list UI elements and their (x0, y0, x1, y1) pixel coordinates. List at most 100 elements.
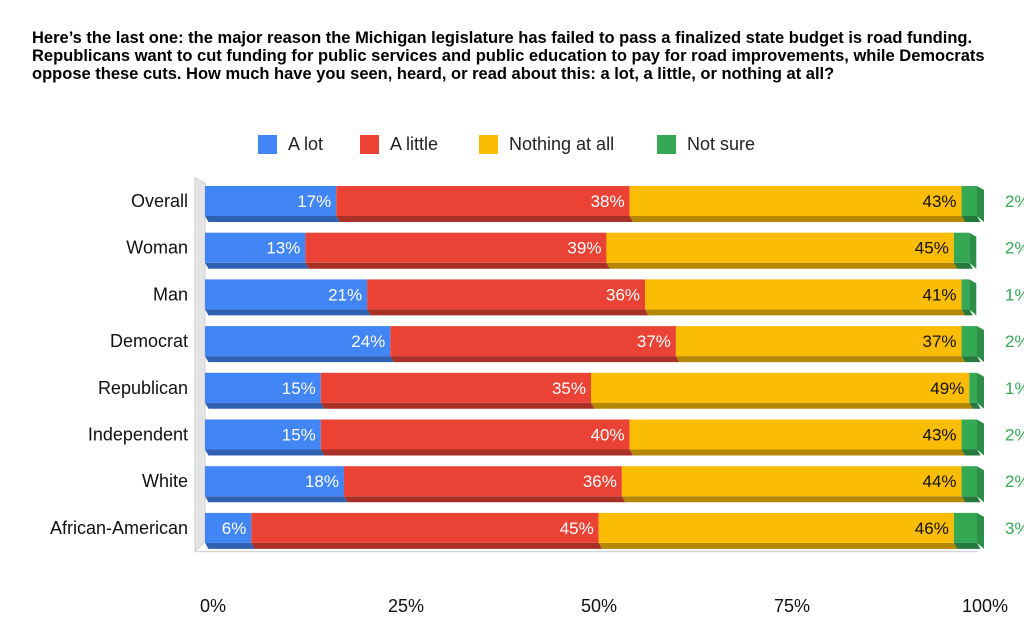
data-label-independent-a-lot: 15% (282, 426, 316, 445)
bar-depth-republican-a-lot (205, 402, 325, 409)
category-label-overall: Overall (131, 191, 188, 211)
bar-depth-man-not-sure (961, 309, 973, 316)
bar-depth-republican-a-little (320, 402, 595, 409)
data-label-man-a-little: 36% (606, 285, 640, 304)
bar-depth-independent-not-sure (961, 449, 981, 456)
bar-depth-democrat-nothing-at-all (675, 356, 966, 363)
data-label-woman-not-sure: 2% (1005, 239, 1024, 258)
bar-woman-a-lot (205, 232, 306, 263)
legend-swatch-not-sure (657, 135, 676, 154)
category-label-democrat: Democrat (110, 331, 188, 351)
bar-republican-nothing-at-all (591, 372, 970, 403)
data-label-man-a-lot: 21% (328, 285, 362, 304)
bar-end-overall (977, 186, 984, 222)
category-label-woman: Woman (126, 238, 188, 258)
data-label-republican-a-little: 35% (552, 379, 586, 398)
bar-independent-a-lot (205, 419, 321, 450)
x-tick-label: 0% (200, 596, 226, 616)
bar-white-nothing-at-all (621, 466, 962, 497)
bar-depth-overall-nothing-at-all (629, 216, 966, 222)
legend-label-a-lot: A lot (288, 134, 323, 154)
bar-man-a-lot (205, 279, 368, 310)
bar-overall-nothing-at-all (629, 186, 962, 216)
data-label-democrat-not-sure: 2% (1005, 332, 1024, 351)
bar-end-republican (977, 372, 984, 409)
bar-white-not-sure (961, 466, 977, 497)
data-label-democrat-nothing-at-all: 37% (923, 332, 957, 351)
bar-depth-white-a-lot (205, 496, 348, 503)
bar-independent-a-little (320, 419, 630, 450)
data-label-overall-not-sure: 2% (1005, 192, 1024, 211)
bar-depth-independent-a-lot (205, 449, 325, 456)
bar-depth-democrat-not-sure (961, 356, 981, 363)
data-label-woman-nothing-at-all: 45% (915, 239, 949, 258)
bar-depth-overall-a-little (336, 216, 634, 222)
bar-african-american-not-sure (953, 512, 977, 543)
bar-depth-independent-a-little (320, 449, 634, 456)
bar-depth-woman-nothing-at-all (606, 262, 958, 269)
bar-end-woman (969, 232, 977, 269)
bar-republican-a-lot (205, 372, 321, 403)
data-label-african-american-a-lot: 6% (222, 519, 247, 538)
x-tick-label: 50% (581, 596, 617, 616)
bar-african-american-a-lot (205, 512, 252, 543)
data-label-democrat-a-little: 37% (637, 332, 671, 351)
category-label-african-american: African-American (50, 518, 188, 538)
bar-end-white (977, 466, 984, 503)
bar-white-a-lot (205, 466, 344, 497)
bar-depth-african-american-nothing-at-all (598, 542, 958, 549)
legend-label-a-little: A little (390, 134, 438, 154)
category-label-white: White (142, 471, 188, 491)
data-label-white-a-lot: 18% (305, 472, 339, 491)
bar-democrat-a-lot (205, 326, 391, 357)
data-label-democrat-a-lot: 24% (351, 332, 385, 351)
bar-depth-republican-nothing-at-all (591, 402, 973, 409)
data-label-man-not-sure: 1% (1005, 285, 1024, 304)
bar-depth-african-american-a-little (251, 542, 603, 549)
bar-depth-white-nothing-at-all (621, 496, 966, 503)
bar-depth-man-nothing-at-all (645, 309, 966, 316)
x-tick-label: 75% (774, 596, 810, 616)
bar-independent-nothing-at-all (629, 419, 962, 450)
bar-depth-man-a-little (367, 309, 649, 316)
bar-african-american-a-little (251, 512, 599, 543)
data-label-white-not-sure: 2% (1005, 472, 1024, 491)
legend-swatch-a-lot (258, 135, 277, 154)
data-label-white-nothing-at-all: 44% (923, 472, 957, 491)
bar-woman-nothing-at-all (606, 232, 954, 263)
bar-overall-not-sure (961, 186, 977, 216)
bar-depth-independent-nothing-at-all (629, 449, 966, 456)
bar-overall-a-lot (205, 186, 337, 216)
legend-label-not-sure: Not sure (687, 134, 755, 154)
category-label-independent: Independent (88, 425, 188, 445)
bar-depth-man-a-lot (205, 309, 371, 316)
bar-overall-a-little (336, 186, 630, 216)
legend-swatch-nothing-at-all (479, 135, 498, 154)
bar-depth-white-not-sure (961, 496, 981, 503)
bar-end-democrat (977, 326, 984, 363)
data-label-african-american-a-little: 45% (560, 519, 594, 538)
data-label-republican-not-sure: 1% (1005, 379, 1024, 398)
bar-man-a-little (367, 279, 646, 310)
data-label-independent-a-little: 40% (591, 426, 625, 445)
category-label-man: Man (153, 284, 188, 304)
bar-man-not-sure (961, 279, 970, 310)
bar-depth-african-american-not-sure (953, 542, 981, 549)
bar-democrat-nothing-at-all (675, 326, 962, 357)
bar-depth-white-a-little (343, 496, 626, 503)
data-label-republican-nothing-at-all: 49% (930, 379, 964, 398)
chart-title: Here’s the last one: the major reason th… (32, 29, 985, 83)
data-label-overall-a-little: 38% (591, 192, 625, 211)
bar-depth-african-american-a-lot (205, 542, 255, 549)
category-label-republican: Republican (98, 378, 188, 398)
data-label-overall-a-lot: 17% (297, 192, 331, 211)
bar-end-african-american (977, 512, 984, 549)
data-label-independent-not-sure: 2% (1005, 426, 1024, 445)
bar-white-a-little (343, 466, 622, 497)
bar-depth-democrat-a-little (390, 356, 680, 363)
bar-democrat-a-little (390, 326, 676, 357)
data-label-man-nothing-at-all: 41% (923, 285, 957, 304)
data-label-republican-a-lot: 15% (282, 379, 316, 398)
bar-depth-overall-not-sure (961, 216, 981, 222)
